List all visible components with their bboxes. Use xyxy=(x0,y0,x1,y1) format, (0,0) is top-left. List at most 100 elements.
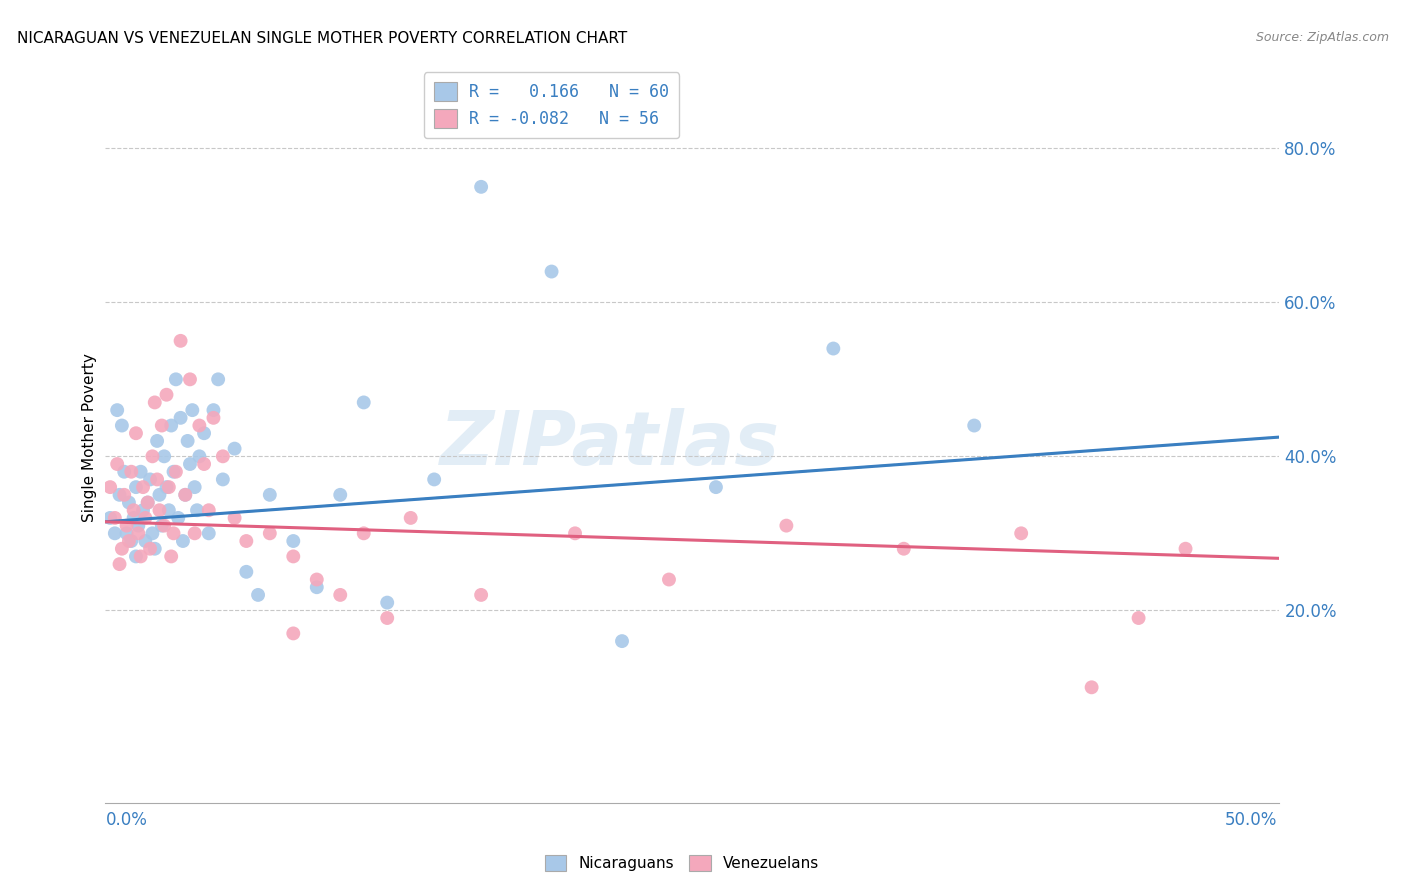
Text: Source: ZipAtlas.com: Source: ZipAtlas.com xyxy=(1256,31,1389,45)
Point xyxy=(399,511,422,525)
Point xyxy=(132,480,155,494)
Point xyxy=(111,418,134,433)
Legend: Nicaraguans, Venezuelans: Nicaraguans, Venezuelans xyxy=(538,849,825,877)
Point xyxy=(283,549,305,564)
Point xyxy=(125,480,148,494)
Point xyxy=(211,450,233,464)
Point xyxy=(235,565,257,579)
Point xyxy=(125,426,148,441)
Point xyxy=(120,534,142,549)
Point xyxy=(235,534,257,549)
Legend: R =   0.166   N = 60, R = -0.082   N = 56: R = 0.166 N = 60, R = -0.082 N = 56 xyxy=(425,72,679,138)
Point xyxy=(165,465,187,479)
Point xyxy=(169,334,191,348)
Point xyxy=(150,418,173,433)
Point xyxy=(224,511,246,525)
Point xyxy=(153,450,176,464)
Text: 0.0%: 0.0% xyxy=(105,811,148,829)
Point xyxy=(197,503,219,517)
Point xyxy=(139,541,162,556)
Point xyxy=(197,526,219,541)
Point xyxy=(129,465,152,479)
Point xyxy=(160,549,183,564)
Point xyxy=(108,557,131,571)
Point xyxy=(375,596,398,610)
Point xyxy=(160,418,183,433)
Point xyxy=(179,457,201,471)
Point xyxy=(174,488,197,502)
Point xyxy=(329,588,352,602)
Point xyxy=(127,518,149,533)
Point xyxy=(183,526,205,541)
Point xyxy=(134,511,156,525)
Point xyxy=(141,450,163,464)
Point xyxy=(105,457,128,471)
Point xyxy=(375,611,398,625)
Point xyxy=(150,518,173,533)
Point xyxy=(207,372,229,386)
Point xyxy=(704,480,727,494)
Point xyxy=(148,488,170,502)
Point xyxy=(112,488,135,502)
Point xyxy=(136,495,159,509)
Point xyxy=(179,372,201,386)
Point xyxy=(183,480,205,494)
Point xyxy=(143,395,166,409)
Point xyxy=(165,372,187,386)
Point xyxy=(111,541,134,556)
Point xyxy=(98,511,121,525)
Point xyxy=(186,503,208,517)
Point xyxy=(188,450,211,464)
Point xyxy=(188,418,211,433)
Point xyxy=(118,534,141,549)
Point xyxy=(193,426,215,441)
Point xyxy=(423,472,446,486)
Point xyxy=(157,480,180,494)
Text: NICARAGUAN VS VENEZUELAN SINGLE MOTHER POVERTY CORRELATION CHART: NICARAGUAN VS VENEZUELAN SINGLE MOTHER P… xyxy=(17,31,627,46)
Point xyxy=(963,418,986,433)
Point xyxy=(176,434,198,448)
Point xyxy=(540,264,562,278)
Point xyxy=(132,503,155,517)
Point xyxy=(157,503,180,517)
Point xyxy=(470,588,492,602)
Point xyxy=(305,580,328,594)
Point xyxy=(564,526,586,541)
Point xyxy=(353,526,375,541)
Point xyxy=(353,395,375,409)
Point xyxy=(259,526,281,541)
Point xyxy=(104,526,127,541)
Text: ZIPatlas: ZIPatlas xyxy=(440,408,780,481)
Point xyxy=(305,573,328,587)
Point xyxy=(136,495,159,509)
Point xyxy=(167,511,190,525)
Point xyxy=(127,526,149,541)
Point xyxy=(470,179,492,194)
Point xyxy=(1128,611,1150,625)
Y-axis label: Single Mother Poverty: Single Mother Poverty xyxy=(82,352,97,522)
Point xyxy=(134,534,156,549)
Point xyxy=(211,472,233,486)
Text: 50.0%: 50.0% xyxy=(1225,811,1277,829)
Point xyxy=(1010,526,1032,541)
Point xyxy=(610,634,633,648)
Point xyxy=(148,503,170,517)
Point xyxy=(283,626,305,640)
Point xyxy=(1080,681,1102,695)
Point xyxy=(1174,541,1197,556)
Point xyxy=(155,480,177,494)
Point xyxy=(118,495,141,509)
Point xyxy=(155,388,177,402)
Point xyxy=(893,541,915,556)
Point xyxy=(112,465,135,479)
Point xyxy=(115,518,138,533)
Point xyxy=(172,534,194,549)
Point xyxy=(141,526,163,541)
Point xyxy=(122,511,145,525)
Point xyxy=(181,403,204,417)
Point xyxy=(108,488,131,502)
Point xyxy=(247,588,270,602)
Point xyxy=(139,472,162,486)
Point xyxy=(174,488,197,502)
Point xyxy=(104,511,127,525)
